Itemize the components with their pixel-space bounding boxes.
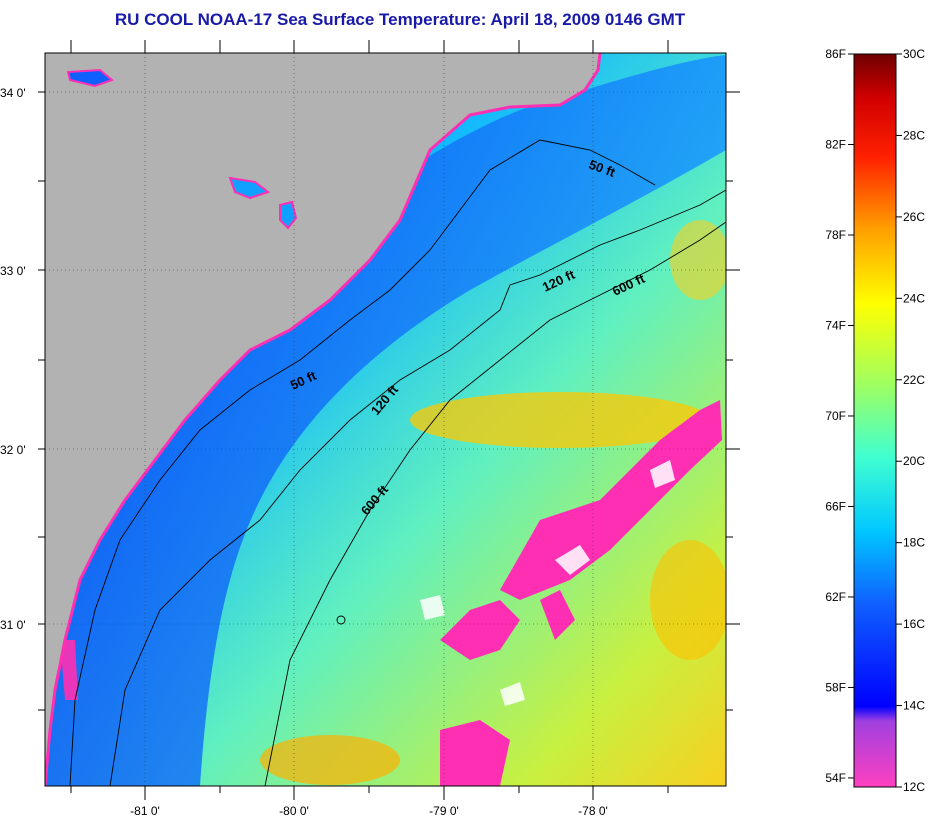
contour-50ft bbox=[69, 139, 656, 786]
colorbar-ticks bbox=[848, 53, 902, 788]
colorbar-label-celsius: 20C bbox=[903, 454, 925, 468]
axis-ticks bbox=[38, 40, 740, 800]
colorbar-label-fahrenheit: 70F bbox=[825, 409, 846, 423]
lat-label-34: 34 0' bbox=[0, 86, 26, 100]
colorbar-label-fahrenheit: 54F bbox=[825, 771, 846, 785]
warm-patch bbox=[670, 220, 726, 300]
contour-island bbox=[336, 615, 346, 625]
lat-label-31: 31 0' bbox=[0, 618, 26, 632]
contour-120ft bbox=[109, 189, 726, 786]
colorbar-ramp bbox=[853, 53, 897, 788]
colorbar-label-fahrenheit: 58F bbox=[825, 680, 846, 694]
coastline bbox=[45, 53, 602, 786]
warm-patch bbox=[650, 540, 726, 660]
contour-600ft bbox=[264, 221, 726, 786]
colorbar-label-fahrenheit: 82F bbox=[825, 137, 846, 151]
colorbar-label-celsius: 14C bbox=[903, 699, 925, 713]
colorbar-celsius-labels: 30C 28C 26C 24C 22C 20C 18C 16C 14C 12C bbox=[903, 47, 925, 794]
colorbar-label-celsius: 16C bbox=[903, 617, 925, 631]
colorbar-label-celsius: 24C bbox=[903, 291, 925, 305]
colorbar-label-fahrenheit: 78F bbox=[825, 228, 846, 242]
colorbar-label-celsius: 18C bbox=[903, 536, 925, 550]
lat-label-32: 32 0' bbox=[0, 443, 26, 457]
land-mass bbox=[45, 53, 600, 786]
colorbar-label-fahrenheit: 86F bbox=[825, 47, 846, 61]
colorbar-label-celsius: 30C bbox=[903, 47, 925, 61]
inland-lake bbox=[279, 200, 298, 230]
lon-label-78: -78 0' bbox=[578, 804, 608, 817]
inland-lake bbox=[228, 176, 271, 200]
colorbar-label-celsius: 12C bbox=[903, 780, 925, 794]
lon-label-81: -81 0' bbox=[130, 804, 160, 817]
warm-patch bbox=[260, 735, 400, 785]
lon-label-80: -80 0' bbox=[279, 804, 309, 817]
cloud-mask bbox=[60, 400, 722, 786]
colorbar-label-fahrenheit: 62F bbox=[825, 590, 846, 604]
cloud-white bbox=[420, 460, 675, 706]
inland-lake bbox=[66, 68, 114, 88]
lon-label-79: -79 0' bbox=[429, 804, 459, 817]
colorbar-label-celsius: 22C bbox=[903, 373, 925, 387]
warm-patch bbox=[410, 392, 710, 448]
map-title: RU COOL NOAA-17 Sea Surface Temperature:… bbox=[114, 10, 686, 29]
colorbar-fahrenheit-labels: 86F 82F 78F 74F 70F 66F 62F 58F 54F bbox=[825, 47, 846, 785]
lat-label-33: 33 0' bbox=[0, 264, 26, 278]
colorbar-label-celsius: 26C bbox=[903, 210, 925, 224]
grid bbox=[45, 53, 726, 786]
colorbar-label-fahrenheit: 66F bbox=[825, 499, 846, 513]
colorbar-label-celsius: 28C bbox=[903, 128, 925, 142]
colorbar-label-fahrenheit: 74F bbox=[825, 318, 846, 332]
map-frame bbox=[44, 52, 727, 787]
shelf-water bbox=[45, 55, 726, 786]
